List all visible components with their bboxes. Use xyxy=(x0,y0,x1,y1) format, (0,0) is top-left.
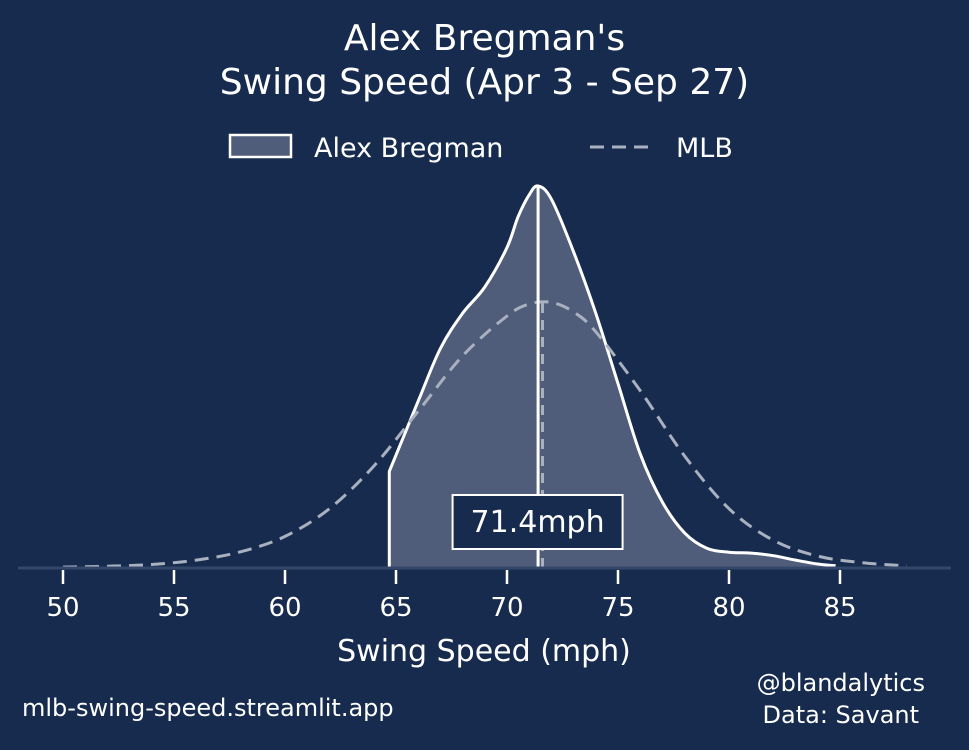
x-axis-ticks: 50 55 60 65 70 75 80 85 xyxy=(46,570,857,623)
legend: Alex Bregman MLB xyxy=(228,133,733,164)
annotation-box xyxy=(451,494,624,550)
x-tick-label: 50 xyxy=(46,593,79,623)
chart-title-line1: Alex Bregman's xyxy=(343,18,626,59)
player-density-area xyxy=(389,185,836,568)
legend-swatch-player xyxy=(228,133,293,159)
chart-title-line2: Swing Speed (Apr 3 - Sep 27) xyxy=(219,62,750,103)
legend-label-player: Alex Bregman xyxy=(314,133,503,164)
x-tick-label: 60 xyxy=(268,593,301,623)
x-tick-label: 70 xyxy=(490,593,523,623)
median-annotation: 71.4mph xyxy=(451,494,624,550)
x-tick-label: 55 xyxy=(157,593,190,623)
author-handle: @blandalytics xyxy=(756,669,925,697)
x-tick-label: 75 xyxy=(601,593,634,623)
site-credit: mlb-swing-speed.streamlit.app xyxy=(22,694,394,722)
x-tick-label: 85 xyxy=(823,593,856,623)
x-tick-label: 65 xyxy=(379,593,412,623)
x-tick-label: 80 xyxy=(712,593,745,623)
legend-label-mlb: MLB xyxy=(676,133,733,164)
mlb-density-line xyxy=(62,300,907,569)
x-axis-label: Swing Speed (mph) xyxy=(337,634,631,669)
data-source: Data: Savant xyxy=(762,701,920,729)
annotation-label: 71.4mph xyxy=(471,505,605,540)
player-density-line xyxy=(387,184,836,568)
author-credit: @blandalytics Data: Savant xyxy=(757,667,925,731)
